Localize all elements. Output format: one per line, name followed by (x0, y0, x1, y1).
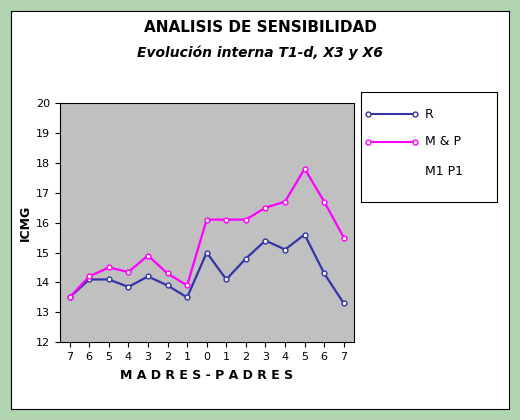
R (321, 271, 327, 276)
M & P (125, 270, 132, 275)
R (302, 232, 308, 237)
M & P (282, 199, 288, 204)
Text: Evolución interna T1-d, X3 y X6: Evolución interna T1-d, X3 y X6 (137, 45, 383, 60)
R (243, 256, 249, 261)
Line: R: R (67, 232, 346, 306)
R (184, 295, 190, 300)
Text: R: R (425, 108, 434, 121)
X-axis label: M A D R E S - P A D R E S: M A D R E S - P A D R E S (120, 369, 293, 382)
R (145, 274, 151, 279)
M & P (243, 217, 249, 222)
M & P (341, 235, 347, 240)
M & P (67, 295, 73, 300)
Y-axis label: ICMG: ICMG (19, 205, 32, 241)
M & P (321, 199, 327, 204)
M & P (223, 217, 229, 222)
R (125, 284, 132, 289)
Line: M & P: M & P (67, 166, 346, 300)
R (223, 277, 229, 282)
M & P (145, 253, 151, 258)
R (341, 301, 347, 306)
R (203, 250, 210, 255)
Text: M & P: M & P (425, 135, 461, 148)
M & P (86, 274, 93, 279)
R (282, 247, 288, 252)
Text: M1 P1: M1 P1 (425, 165, 463, 178)
R (106, 277, 112, 282)
M & P (302, 166, 308, 171)
M & P (203, 217, 210, 222)
Text: ANALISIS DE SENSIBILIDAD: ANALISIS DE SENSIBILIDAD (144, 20, 376, 35)
M & P (262, 205, 268, 210)
M & P (164, 271, 171, 276)
M & P (106, 265, 112, 270)
M & P (184, 283, 190, 288)
R (86, 277, 93, 282)
R (67, 295, 73, 300)
R (262, 238, 268, 243)
R (164, 283, 171, 288)
